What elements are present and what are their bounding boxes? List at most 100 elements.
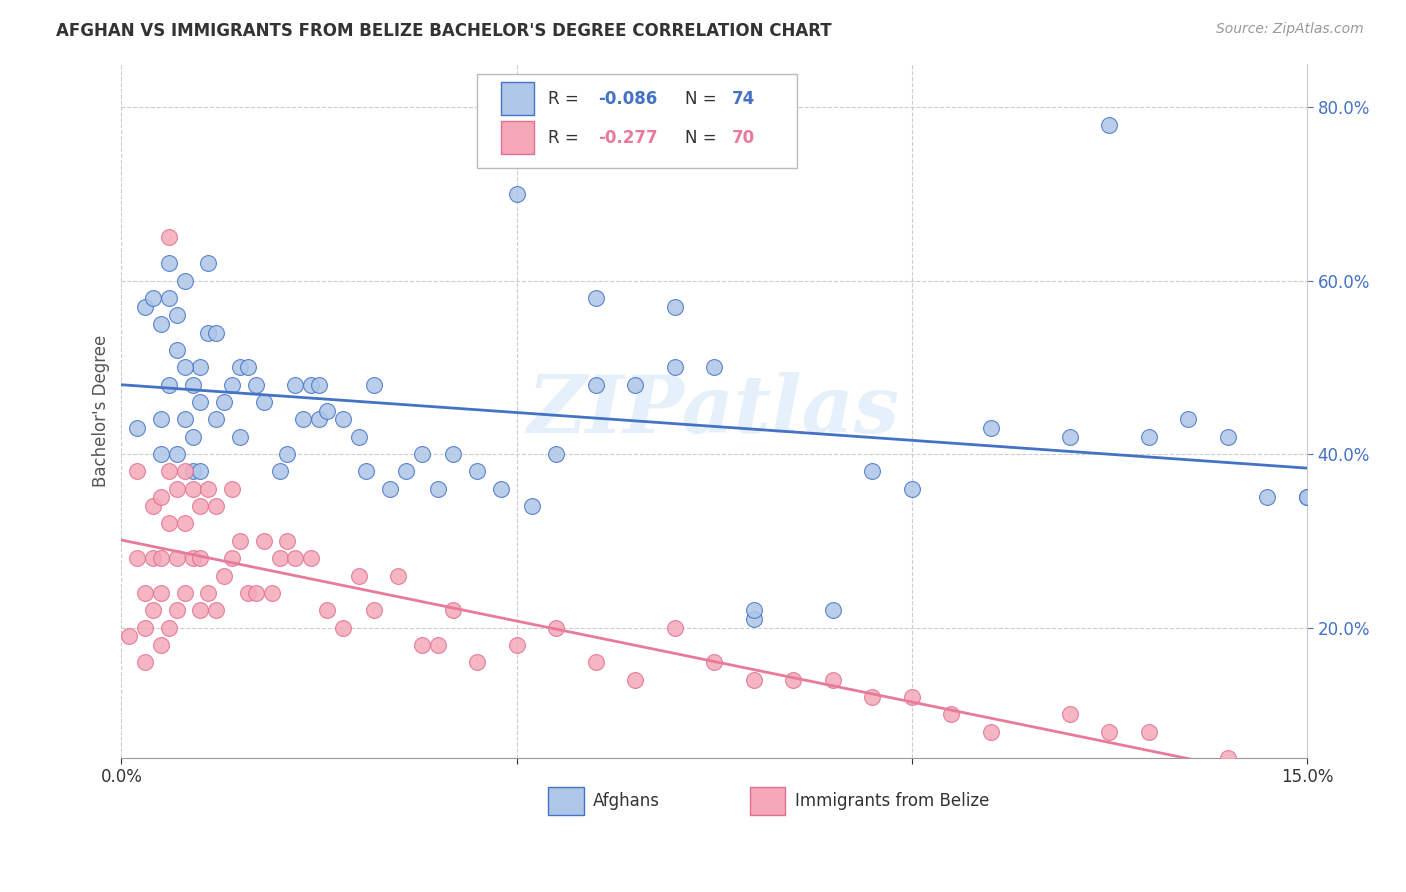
- Point: [426, 482, 449, 496]
- Point: [347, 430, 370, 444]
- Point: [308, 412, 330, 426]
- Point: [860, 465, 883, 479]
- Point: [173, 586, 195, 600]
- Point: [1098, 118, 1121, 132]
- Point: [149, 551, 172, 566]
- Point: [1059, 707, 1081, 722]
- Point: [197, 482, 219, 496]
- Point: [1256, 491, 1278, 505]
- Point: [585, 377, 607, 392]
- Text: R =: R =: [548, 89, 585, 108]
- Text: Immigrants from Belize: Immigrants from Belize: [794, 792, 990, 810]
- Point: [181, 377, 204, 392]
- Point: [980, 724, 1002, 739]
- Point: [624, 377, 647, 392]
- Point: [742, 612, 765, 626]
- Point: [505, 638, 527, 652]
- Point: [157, 465, 180, 479]
- Text: -0.086: -0.086: [598, 89, 657, 108]
- Text: -0.277: -0.277: [598, 128, 658, 146]
- Point: [149, 638, 172, 652]
- Point: [181, 465, 204, 479]
- Point: [157, 621, 180, 635]
- Point: [1059, 430, 1081, 444]
- Point: [127, 421, 149, 435]
- Point: [489, 482, 512, 496]
- Point: [190, 551, 212, 566]
- Point: [253, 533, 276, 548]
- Point: [546, 621, 568, 635]
- Point: [205, 603, 228, 617]
- Text: Source: ZipAtlas.com: Source: ZipAtlas.com: [1216, 22, 1364, 37]
- Point: [411, 447, 433, 461]
- Text: AFGHAN VS IMMIGRANTS FROM BELIZE BACHELOR'S DEGREE CORRELATION CHART: AFGHAN VS IMMIGRANTS FROM BELIZE BACHELO…: [56, 22, 832, 40]
- Point: [142, 499, 165, 513]
- Point: [236, 360, 259, 375]
- Point: [197, 326, 219, 340]
- Point: [149, 491, 172, 505]
- FancyBboxPatch shape: [749, 788, 786, 815]
- Point: [229, 533, 252, 548]
- Point: [166, 551, 188, 566]
- Point: [703, 655, 725, 669]
- Point: [980, 421, 1002, 435]
- Point: [190, 499, 212, 513]
- Point: [901, 482, 924, 496]
- Point: [134, 621, 156, 635]
- Point: [157, 256, 180, 270]
- Point: [157, 291, 180, 305]
- Point: [941, 707, 963, 722]
- Point: [236, 586, 259, 600]
- Point: [585, 655, 607, 669]
- Point: [205, 412, 228, 426]
- Point: [441, 603, 464, 617]
- Point: [142, 551, 165, 566]
- Point: [316, 404, 339, 418]
- Point: [522, 499, 544, 513]
- Point: [118, 629, 141, 643]
- Point: [284, 377, 307, 392]
- FancyBboxPatch shape: [501, 82, 534, 115]
- Point: [465, 655, 488, 669]
- Point: [860, 690, 883, 704]
- Point: [356, 465, 378, 479]
- Point: [742, 673, 765, 687]
- Point: [157, 377, 180, 392]
- Point: [127, 551, 149, 566]
- Point: [269, 465, 291, 479]
- Point: [395, 465, 418, 479]
- Point: [308, 377, 330, 392]
- Point: [292, 412, 315, 426]
- Point: [221, 377, 243, 392]
- Point: [901, 690, 924, 704]
- Point: [181, 430, 204, 444]
- Point: [821, 673, 844, 687]
- Point: [1177, 412, 1199, 426]
- Point: [166, 603, 188, 617]
- Point: [380, 482, 402, 496]
- Point: [157, 516, 180, 531]
- Point: [229, 430, 252, 444]
- Point: [347, 568, 370, 582]
- Point: [190, 360, 212, 375]
- Point: [253, 395, 276, 409]
- Y-axis label: Bachelor's Degree: Bachelor's Degree: [93, 334, 110, 487]
- Point: [181, 482, 204, 496]
- Point: [703, 360, 725, 375]
- Point: [332, 621, 354, 635]
- Point: [505, 187, 527, 202]
- Point: [624, 673, 647, 687]
- Point: [411, 638, 433, 652]
- Point: [664, 300, 686, 314]
- Point: [181, 551, 204, 566]
- Text: R =: R =: [548, 128, 585, 146]
- FancyBboxPatch shape: [548, 788, 583, 815]
- Point: [260, 586, 283, 600]
- Point: [190, 603, 212, 617]
- Point: [134, 300, 156, 314]
- Point: [197, 256, 219, 270]
- Point: [316, 603, 339, 617]
- Point: [173, 516, 195, 531]
- Point: [205, 326, 228, 340]
- Text: N =: N =: [685, 89, 721, 108]
